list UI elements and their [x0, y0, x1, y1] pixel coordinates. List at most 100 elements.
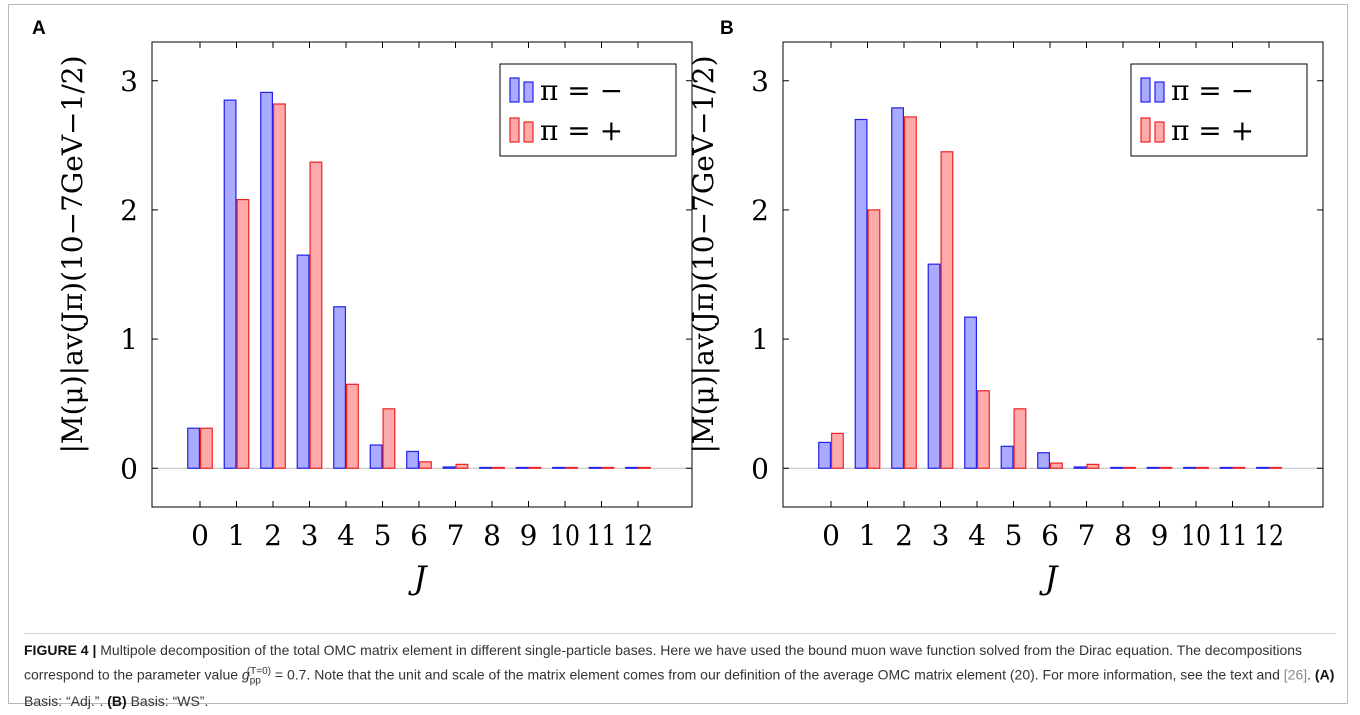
bar-minus-j0: [818, 441, 832, 469]
y-tick-label: 1: [120, 323, 138, 356]
bar-minus-j11: [1219, 466, 1233, 469]
legend-swatch-plus: [509, 117, 520, 143]
x-tick-label: 1: [228, 519, 246, 552]
bar-plus-j11: [601, 466, 615, 469]
bar-minus-j12: [1256, 466, 1270, 469]
bar-plus-j5: [1013, 408, 1027, 469]
legend-swatch-minus: [1140, 77, 1151, 103]
x-tick-label: 11: [587, 519, 617, 552]
x-tick-label: 12: [1254, 519, 1284, 552]
x-tick-label: 7: [1078, 519, 1096, 552]
bar-plus-j9: [528, 466, 542, 469]
panel-letter-b: B: [720, 18, 734, 39]
x-tick-label: 9: [520, 519, 538, 552]
x-tick-label: 9: [1151, 519, 1169, 552]
y-tick-label: 0: [751, 452, 769, 485]
caption-text-1: Multipole decomposition of the total OMC…: [24, 642, 1303, 683]
x-tick-label: 2: [895, 519, 913, 552]
bar-plus-j9: [1159, 466, 1173, 469]
y-tick-label: 0: [120, 452, 138, 485]
bar-minus-j2: [891, 107, 905, 469]
x-axis-label: J: [1039, 559, 1060, 597]
bar-minus-j8: [1110, 466, 1124, 469]
bar-plus-j8: [1122, 466, 1136, 469]
x-tick-label: 12: [623, 519, 653, 552]
x-tick-label: 5: [1005, 519, 1023, 552]
bar-minus-j7: [442, 466, 456, 469]
panel-letter-a: A: [32, 18, 46, 39]
bar-minus-j4: [333, 306, 347, 469]
bar-plus-j4: [345, 383, 359, 469]
x-tick-label: 6: [410, 519, 428, 552]
x-tick-label: 10: [1181, 519, 1211, 552]
legend-swatch-plus: [1154, 121, 1165, 143]
bar-minus-j9: [1146, 466, 1160, 469]
x-tick-label: 8: [1114, 519, 1132, 552]
bar-plus-j12: [1268, 466, 1282, 469]
x-tick-label: 4: [968, 519, 986, 552]
bar-minus-j12: [625, 466, 639, 469]
legend-label-plus: π = +: [1171, 114, 1254, 147]
caption-panel-a-label: (A): [1314, 666, 1335, 683]
caption-text-3: .: [1307, 666, 1315, 683]
bar-minus-j7: [1073, 466, 1087, 469]
x-tick-label: 0: [822, 519, 840, 552]
bar-plus-j1: [236, 198, 250, 469]
bar-minus-j2: [260, 91, 274, 469]
bar-plus-j10: [1195, 466, 1209, 469]
bar-plus-j5: [382, 408, 396, 469]
bar-minus-j5: [1000, 445, 1014, 469]
caption-g-superscript: (T=0): [246, 666, 271, 677]
legend-label-plus: π = +: [540, 114, 623, 147]
bar-minus-j0: [187, 427, 201, 469]
caption-reference-link[interactable]: [26]: [1283, 666, 1308, 683]
bar-plus-j0: [199, 427, 213, 469]
x-tick-label: 5: [374, 519, 392, 552]
caption-panel-b-label: (B): [107, 693, 127, 710]
legend-swatch-plus: [523, 121, 534, 143]
x-tick-label: 8: [483, 519, 501, 552]
bar-minus-j3: [296, 254, 310, 469]
caption-g-subscript: pp: [249, 675, 261, 687]
plot-frame: [151, 41, 693, 508]
bar-minus-j4: [964, 316, 978, 469]
x-tick-label: 11: [1218, 519, 1248, 552]
bar-plus-j6: [1049, 462, 1063, 469]
caption-label: FIGURE 4 |: [24, 642, 97, 658]
bar-plus-j2: [903, 116, 917, 469]
x-tick-label: 1: [859, 519, 877, 552]
figure-caption: FIGURE 4 | Multipole decomposition of th…: [24, 640, 1340, 712]
x-tick-label: 6: [1041, 519, 1059, 552]
y-axis-label: |M(μ)|av(Jπ)(10−7GeV−1/2): [56, 55, 89, 453]
caption-panel-a-text: Basis: “Adj.”.: [24, 693, 108, 710]
legend-swatch-minus: [523, 81, 534, 103]
bar-plus-j3: [309, 161, 323, 469]
bar-minus-j3: [927, 263, 941, 469]
y-axis-label: |M(μ)|av(Jπ)(10−7GeV−1/2): [687, 55, 720, 453]
bar-plus-j8: [491, 466, 505, 469]
x-tick-label: 0: [191, 519, 209, 552]
legend-swatch-minus: [1154, 81, 1165, 103]
bar-minus-j10: [552, 466, 566, 469]
bar-minus-j1: [854, 118, 868, 469]
chart-panels: A 0 1 2 3 0 1 2 3 4 5 6 7 8 9 10 11 12 J |M(μ)|av(Jπ)(10−7G…: [32, 18, 1324, 597]
bar-plus-j3: [940, 151, 954, 469]
legend-label-minus: π = −: [540, 74, 623, 107]
y-tick-label: 3: [120, 65, 138, 98]
bar-plus-j6: [418, 461, 432, 469]
bar-plus-j2: [272, 103, 286, 469]
bar-plus-j10: [564, 466, 578, 469]
caption-g-value: = 0.7: [271, 666, 307, 683]
bar-minus-j6: [406, 450, 420, 469]
plot-frame: [782, 41, 1324, 508]
bar-plus-j4: [976, 390, 990, 469]
bar-minus-j11: [588, 466, 602, 469]
bar-plus-j12: [637, 466, 651, 469]
caption-panel-b-text: Basis: “WS”.: [126, 693, 209, 710]
bar-minus-j10: [1183, 466, 1197, 469]
y-tick-label: 2: [120, 194, 138, 227]
bar-plus-j0: [830, 432, 844, 469]
x-tick-label: 7: [447, 519, 465, 552]
x-tick-label: 3: [301, 519, 319, 552]
